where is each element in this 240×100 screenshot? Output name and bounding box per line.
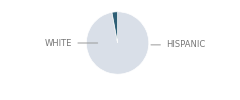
Text: WHITE: WHITE — [45, 38, 98, 48]
Wedge shape — [112, 12, 118, 43]
Text: HISPANIC: HISPANIC — [151, 40, 205, 49]
Wedge shape — [86, 12, 149, 74]
